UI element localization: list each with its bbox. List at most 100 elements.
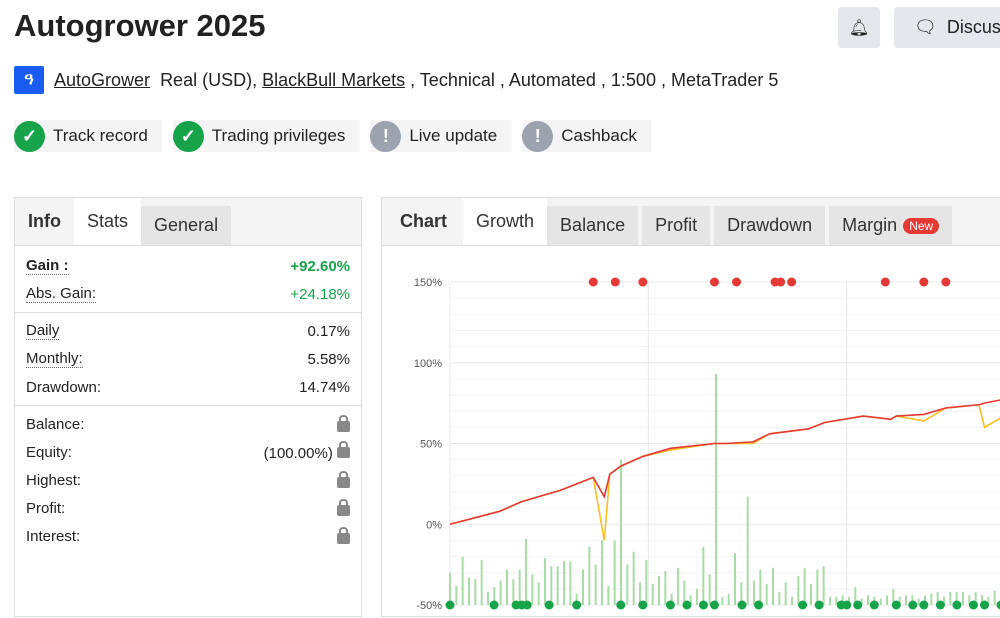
tab-general[interactable]: General <box>141 206 231 245</box>
volume-bar <box>645 560 647 605</box>
volume-bar <box>886 595 888 605</box>
tab-stats[interactable]: Stats <box>74 198 141 245</box>
tab-profit[interactable]: Profit <box>642 206 710 245</box>
deposit-marker <box>572 601 581 610</box>
deposit-marker <box>699 601 708 610</box>
volume-bar <box>569 561 571 605</box>
volume-bar <box>449 573 451 605</box>
monthly-label: Monthly: <box>26 350 83 368</box>
volume-bar <box>918 599 920 605</box>
abs-gain-label: Abs. Gain: <box>26 285 96 303</box>
tab-chart[interactable]: Chart <box>382 198 463 245</box>
deposit-marker <box>545 601 554 610</box>
tab-balance[interactable]: Balance <box>547 206 638 245</box>
deposit-marker <box>754 601 763 610</box>
volume-bar <box>525 539 527 605</box>
volume-bar <box>506 569 508 605</box>
deposit-marker <box>919 601 928 610</box>
withdrawal-marker <box>776 278 785 287</box>
volume-bar <box>658 576 660 605</box>
y-tick-label: -50% <box>416 600 442 612</box>
volume-bar <box>544 558 546 605</box>
notification-button[interactable]: 🔔︎ <box>838 7 880 48</box>
account-details: , Technical , Automated , 1:500 , MetaTr… <box>405 70 778 91</box>
volume-bar <box>677 568 679 605</box>
tab-info[interactable]: Info <box>15 198 74 245</box>
deposit-marker <box>842 601 851 610</box>
gain-value: +92.60% <box>290 258 350 275</box>
badge-label: Track record <box>53 126 148 146</box>
bell-icon: 🔔︎ <box>849 18 869 38</box>
withdrawal-marker <box>732 278 741 287</box>
volume-bar <box>930 594 932 605</box>
abs-gain-value: +24.18% <box>290 286 350 303</box>
highest-label: Highest: <box>26 472 81 489</box>
account-meta: ዓ AutoGrower Real (USD), BlackBull Marke… <box>14 66 778 94</box>
withdrawal-marker <box>787 278 796 287</box>
deposit-marker <box>490 601 499 610</box>
daily-label: Daily <box>26 322 59 340</box>
margin-label: Margin <box>842 215 897 236</box>
deposit-marker <box>892 601 901 610</box>
volume-bar <box>994 590 996 605</box>
broker-link[interactable]: BlackBull Markets <box>262 70 405 91</box>
deposit-marker <box>908 601 917 610</box>
deposit-marker <box>870 601 879 610</box>
volume-bar <box>664 571 666 605</box>
volume-bar <box>778 592 780 605</box>
volume-bar <box>772 568 774 605</box>
volume-bar <box>905 595 907 605</box>
lock-icon <box>337 477 350 488</box>
volume-bar <box>474 579 476 605</box>
volume-bar <box>715 374 717 605</box>
deposit-marker <box>638 601 647 610</box>
volume-bar <box>766 584 768 605</box>
volume-bar <box>702 547 704 605</box>
stats-panel: Info Stats General Gain :+92.60% Abs. Ga… <box>14 197 362 617</box>
volume-bar <box>607 586 609 605</box>
volume-bar <box>588 547 590 605</box>
volume-bar <box>462 557 464 605</box>
badges: ✓Track record✓Trading privileges!Live up… <box>14 120 651 152</box>
lock-icon <box>337 421 350 432</box>
volume-bar <box>550 566 552 605</box>
discuss-label: Discuss <box>947 17 1000 38</box>
deposit-marker <box>853 601 862 610</box>
deposit-marker <box>952 601 961 610</box>
deposit-marker <box>969 601 978 610</box>
chart-panel: Chart Growth Balance Profit Drawdown Mar… <box>381 197 1000 617</box>
drawdown-value: 14.74% <box>299 379 350 396</box>
exclamation-icon: ! <box>522 121 553 152</box>
volume-bar <box>797 576 799 605</box>
deposit-marker <box>936 601 945 610</box>
tab-growth[interactable]: Growth <box>463 198 547 245</box>
badge-label: Trading privileges <box>212 126 346 146</box>
monthly-value: 5.58% <box>307 351 350 368</box>
volume-bar <box>728 594 730 605</box>
volume-bar <box>804 568 806 605</box>
withdrawal-marker <box>881 278 890 287</box>
deposit-marker <box>616 601 625 610</box>
tab-drawdown[interactable]: Drawdown <box>714 206 825 245</box>
badge-2: !Live update <box>370 120 511 152</box>
volume-bar <box>734 553 736 605</box>
deposit-marker <box>738 601 747 610</box>
volume-bar <box>595 565 597 605</box>
comment-icon: 🗨︎ <box>914 17 937 38</box>
withdrawal-marker <box>589 278 598 287</box>
page-title: Autogrower 2025 <box>14 8 266 44</box>
volume-bar <box>709 574 711 605</box>
discuss-button[interactable]: 🗨︎ Discuss <box>894 7 1000 48</box>
volume-bar <box>620 460 622 605</box>
volume-bar <box>810 584 812 605</box>
account-type: Real (USD), <box>160 70 262 91</box>
volume-bar <box>481 560 483 605</box>
deposit-marker <box>815 601 824 610</box>
deposit-marker <box>997 601 1000 610</box>
withdrawal-marker <box>710 278 719 287</box>
volume-bar <box>652 584 654 605</box>
volume-bar <box>791 597 793 605</box>
author-link[interactable]: AutoGrower <box>54 70 150 91</box>
volume-bar <box>557 566 559 605</box>
